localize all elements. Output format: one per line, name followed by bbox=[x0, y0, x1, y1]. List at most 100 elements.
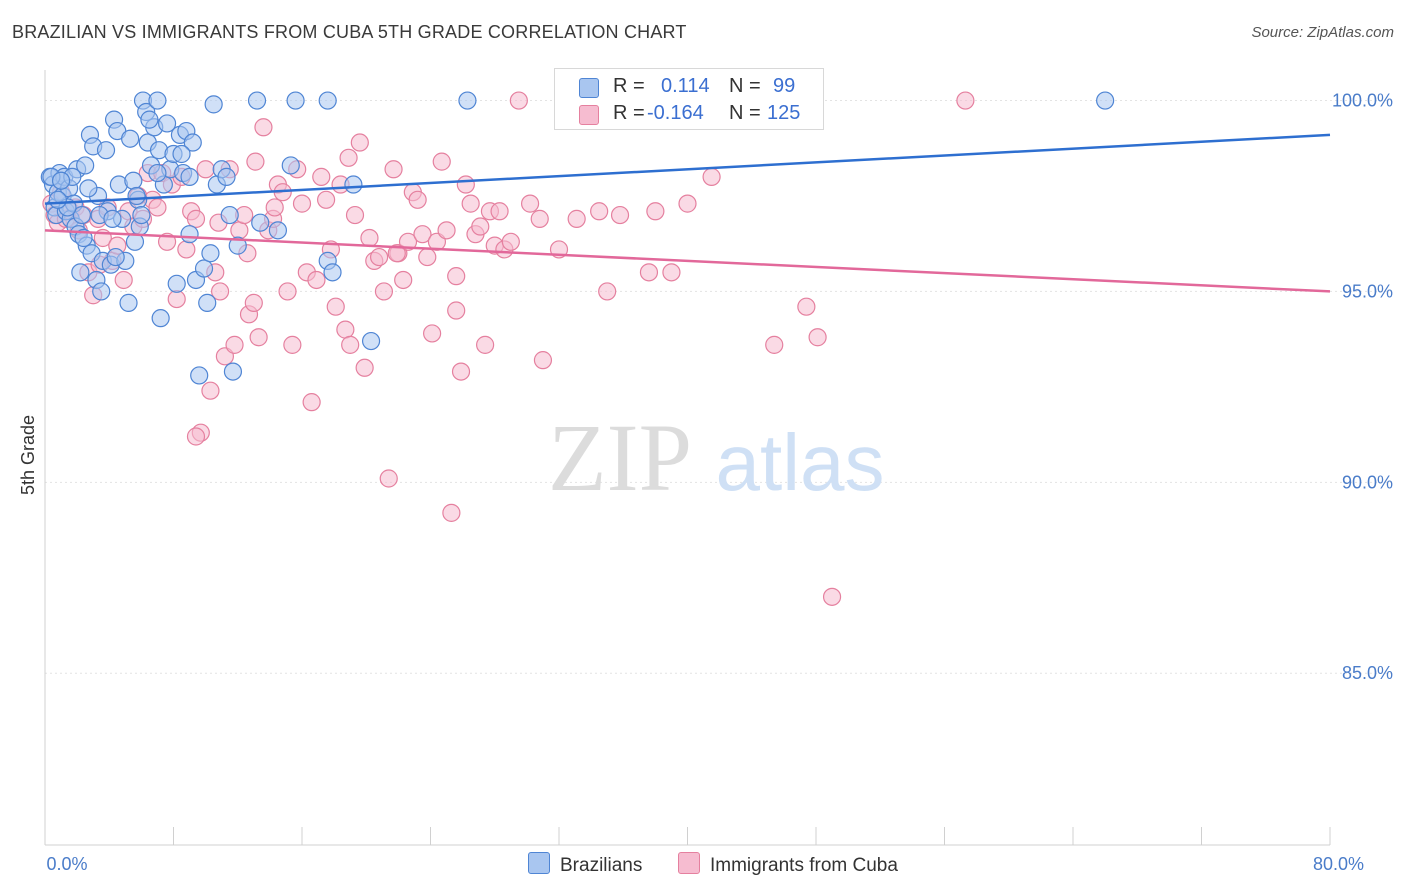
cuba-point bbox=[797, 297, 816, 316]
cuba-point bbox=[476, 335, 495, 354]
brazilian-point bbox=[180, 225, 199, 244]
cuba-point bbox=[461, 194, 480, 213]
brazilian-point bbox=[323, 263, 342, 282]
cuba-point bbox=[956, 91, 975, 110]
watermark-zip: ZIP bbox=[548, 404, 692, 511]
cuba-point bbox=[530, 209, 549, 228]
cuba-point bbox=[345, 205, 365, 225]
y-tick-label: 85.0% bbox=[1342, 663, 1393, 683]
cuba-point bbox=[254, 118, 273, 137]
cuba-point bbox=[307, 270, 326, 290]
cuba-point bbox=[339, 148, 358, 167]
cuba-point bbox=[456, 175, 475, 194]
cuba-point bbox=[292, 194, 312, 213]
legend-row-cuba: R = -0.164 N = 125 bbox=[555, 102, 823, 128]
brazilian-point bbox=[72, 205, 92, 225]
y-tick-label: 100.0% bbox=[1332, 91, 1393, 111]
stats-legend: R = 0.114 N = 99 R = -0.164 N = 125 bbox=[554, 68, 824, 130]
bottom-legend-label: Brazilians bbox=[560, 855, 643, 876]
cuba-point bbox=[598, 282, 617, 301]
brazilian-point bbox=[344, 175, 363, 194]
bottom-legend-label: Immigrants from Cuba bbox=[710, 855, 898, 876]
brazilian-point bbox=[92, 282, 111, 301]
legend-r-value: 0.114 bbox=[661, 75, 710, 97]
brazilian-point bbox=[286, 91, 305, 110]
brazilian-point bbox=[148, 91, 167, 110]
legend-swatch-blue bbox=[579, 78, 599, 98]
cuba-point bbox=[316, 190, 336, 209]
cuba-trend-line bbox=[44, 229, 1331, 293]
cuba-point bbox=[490, 202, 509, 221]
brazilian-point bbox=[106, 247, 125, 267]
cuba-point bbox=[533, 351, 553, 370]
cuba-point bbox=[379, 469, 398, 488]
cuba-point bbox=[646, 202, 665, 221]
brazilian-point bbox=[223, 362, 243, 381]
brazilian-point bbox=[190, 366, 209, 385]
cuba-point bbox=[590, 202, 609, 221]
cuba-point bbox=[341, 335, 360, 354]
cuba-point bbox=[432, 152, 451, 171]
cuba-point bbox=[302, 393, 321, 412]
brazilian-point bbox=[268, 221, 288, 240]
cuba-point bbox=[196, 160, 215, 179]
cuba-point bbox=[442, 503, 461, 522]
cuba-point bbox=[283, 335, 302, 354]
cuba-point bbox=[822, 587, 842, 606]
bottom-legend-brazilians: Brazilians bbox=[528, 852, 642, 877]
brazilian-point bbox=[281, 156, 300, 175]
brazilian-point bbox=[217, 167, 236, 186]
cuba-point bbox=[387, 244, 406, 263]
cuba-point bbox=[210, 282, 230, 301]
brazilian-point bbox=[228, 236, 247, 255]
bottom-swatch-pink bbox=[678, 852, 700, 874]
cuba-point bbox=[278, 282, 297, 301]
cuba-point bbox=[447, 267, 466, 286]
y-tick-label: 90.0% bbox=[1342, 472, 1393, 492]
cuba-point bbox=[244, 293, 263, 312]
brazilian-point bbox=[148, 163, 167, 183]
cuba-point bbox=[423, 324, 442, 343]
brazilian-point bbox=[204, 95, 223, 114]
brazilian-point bbox=[194, 259, 214, 278]
x-tick-label: 0.0% bbox=[46, 854, 87, 874]
brazilian-point bbox=[71, 263, 90, 282]
cuba-point bbox=[201, 381, 220, 400]
cuba-point bbox=[336, 320, 355, 339]
cuba-point bbox=[249, 328, 268, 347]
legend-r-label: R = bbox=[613, 75, 645, 97]
legend-n-label: N = bbox=[729, 75, 761, 97]
cuba-point bbox=[186, 427, 206, 446]
brazilian-point bbox=[96, 141, 116, 160]
cuba-point bbox=[148, 198, 167, 217]
legend-n-label: N = bbox=[729, 102, 761, 124]
cuba-point bbox=[447, 301, 466, 320]
legend-r-label: R = bbox=[613, 102, 645, 124]
cuba-point bbox=[370, 247, 389, 267]
cuba-point bbox=[374, 282, 394, 301]
brazilians-trend-line bbox=[44, 133, 1331, 205]
cuba-point bbox=[384, 160, 403, 179]
brazilian-point bbox=[140, 110, 159, 129]
legend-r-value: -0.164 bbox=[647, 102, 704, 124]
cuba-point bbox=[413, 225, 432, 244]
cuba-point bbox=[177, 240, 196, 259]
cuba-point bbox=[186, 209, 206, 228]
brazilian-point bbox=[74, 228, 93, 248]
cuba-point bbox=[225, 335, 244, 354]
legend-row-brazilians: R = 0.114 N = 99 bbox=[555, 75, 823, 101]
brazilian-point bbox=[79, 179, 98, 198]
cuba-point bbox=[520, 194, 540, 213]
brazilian-point bbox=[127, 186, 146, 206]
brazilian-point bbox=[220, 205, 239, 225]
brazilian-point bbox=[361, 331, 381, 351]
cuba-point bbox=[350, 133, 369, 152]
cuba-point bbox=[246, 152, 265, 171]
watermark: ZIP atlas bbox=[548, 404, 884, 511]
cuba-point bbox=[501, 232, 520, 251]
brazilian-point bbox=[119, 293, 138, 312]
legend-swatch-pink bbox=[579, 105, 599, 125]
cuba-point bbox=[114, 270, 133, 290]
brazilian-point bbox=[183, 133, 202, 152]
